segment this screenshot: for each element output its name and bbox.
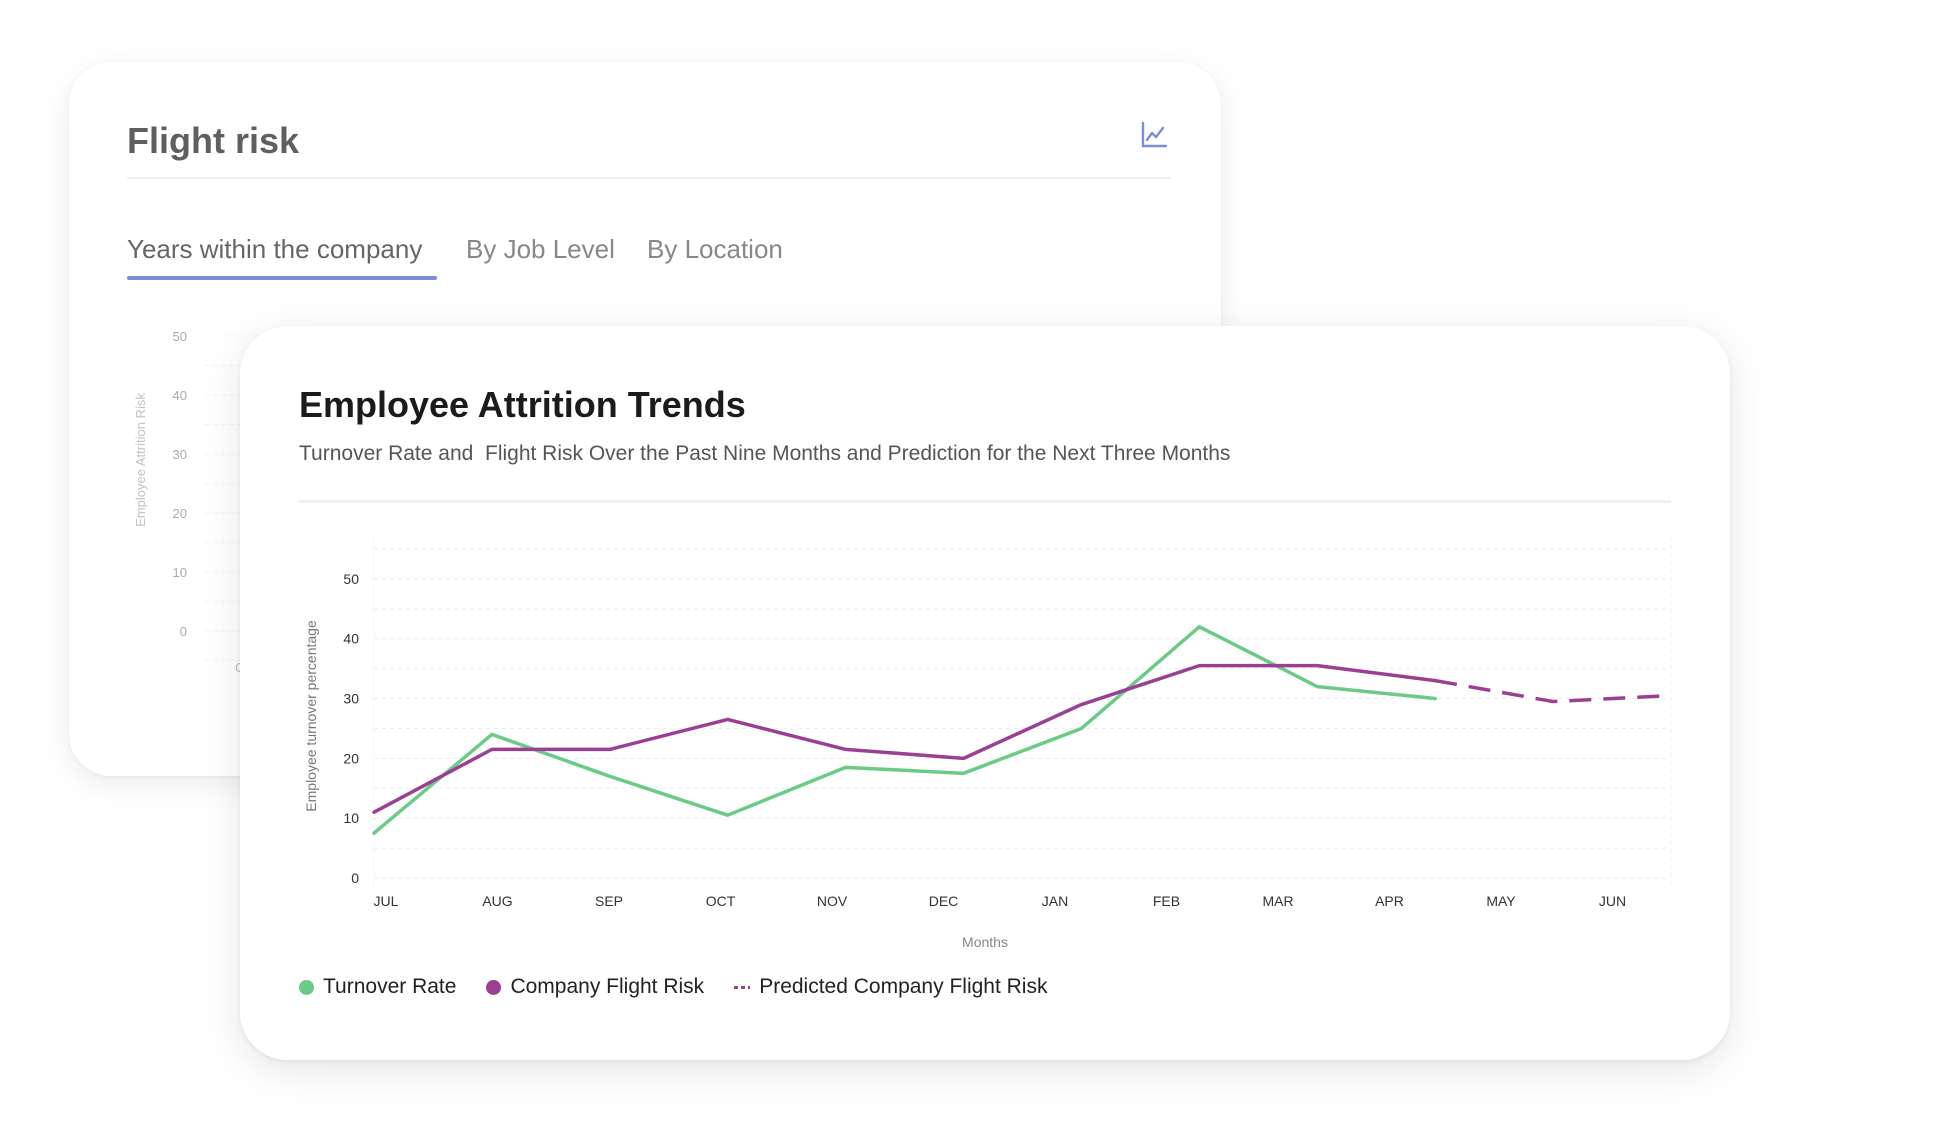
legend-marker-flight-risk <box>486 979 502 995</box>
series-line-turnover-rate <box>372 625 1437 835</box>
legend-label: Predicted Company Flight Risk <box>759 975 1048 998</box>
back-y-tick-label: 0 <box>180 624 187 639</box>
legend-item-company-flight-risk[interactable]: Company Flight Risk <box>486 975 704 999</box>
x-tick-label: APR <box>1375 893 1404 909</box>
active-tab-indicator <box>127 276 437 280</box>
series-line-company-flight-risk <box>372 663 1437 814</box>
back-x-tick-partial: C <box>235 660 244 675</box>
legend-item-predicted-flight-risk[interactable]: Predicted Company Flight Risk <box>734 975 1047 999</box>
legend-item-turnover-rate[interactable]: Turnover Rate <box>299 975 456 999</box>
back-y-tick-label: 50 <box>173 329 187 344</box>
y-tick-label: 10 <box>343 810 359 826</box>
back-y-axis-label: Employee Attrition Risk <box>133 393 148 527</box>
back-y-tick-label: 20 <box>173 506 187 521</box>
x-tick-label: JUL <box>374 893 399 909</box>
attrition-trends-card: Employee Attrition Trends Turnover Rate … <box>240 326 1730 1060</box>
legend-marker-turnover <box>299 979 314 995</box>
tab-by-location[interactable]: By Location <box>647 234 783 264</box>
legend-label: Turnover Rate <box>323 975 457 998</box>
x-tick-label: MAY <box>1486 893 1516 909</box>
x-tick-label: OCT <box>706 893 736 909</box>
back-y-tick-label: 40 <box>173 388 187 403</box>
x-tick-label: DEC <box>929 893 959 909</box>
x-tick-label: SEP <box>595 893 623 909</box>
chart-subtitle: Turnover Rate and Flight Risk Over the P… <box>299 442 1231 465</box>
x-tick-label: JUN <box>1599 893 1626 909</box>
x-tick-label: NOV <box>817 893 848 909</box>
x-axis-label: Months <box>962 934 1008 950</box>
chart-title: Employee Attrition Trends <box>299 384 746 425</box>
x-tick-label: JAN <box>1042 893 1068 909</box>
y-tick-label: 50 <box>343 571 359 587</box>
attrition-line-chart: 0 10 20 30 40 50 JUL AUG SEP OCT NOV DEC JAN FEB MAR A… <box>303 537 1672 950</box>
legend-marker-predicted <box>734 985 751 989</box>
tab-by-job-level[interactable]: By Job Level <box>466 234 615 264</box>
line-chart-icon[interactable] <box>1139 120 1169 150</box>
back-y-tick-label: 30 <box>173 447 187 462</box>
y-tick-label: 40 <box>343 631 359 647</box>
y-tick-label: 30 <box>343 691 359 707</box>
series-line-predicted-company-flight-risk <box>1434 678 1672 704</box>
y-tick-label: 0 <box>351 870 359 886</box>
header-divider <box>299 500 1671 503</box>
y-tick-label: 20 <box>343 750 359 766</box>
tab-years-within-company[interactable]: Years within the company <box>127 234 423 264</box>
legend-label: Company Flight Risk <box>510 975 705 998</box>
title-divider <box>127 177 1170 179</box>
x-tick-label: FEB <box>1153 893 1180 909</box>
chart-legend: Turnover Rate Company Flight Risk Predic… <box>299 972 1077 1002</box>
x-tick-label: MAR <box>1262 893 1293 909</box>
back-y-tick-label: 10 <box>173 565 187 580</box>
flight-risk-title: Flight risk <box>127 120 300 161</box>
y-axis-label: Employee turnover percentage <box>303 620 319 812</box>
x-tick-label: AUG <box>482 893 512 909</box>
